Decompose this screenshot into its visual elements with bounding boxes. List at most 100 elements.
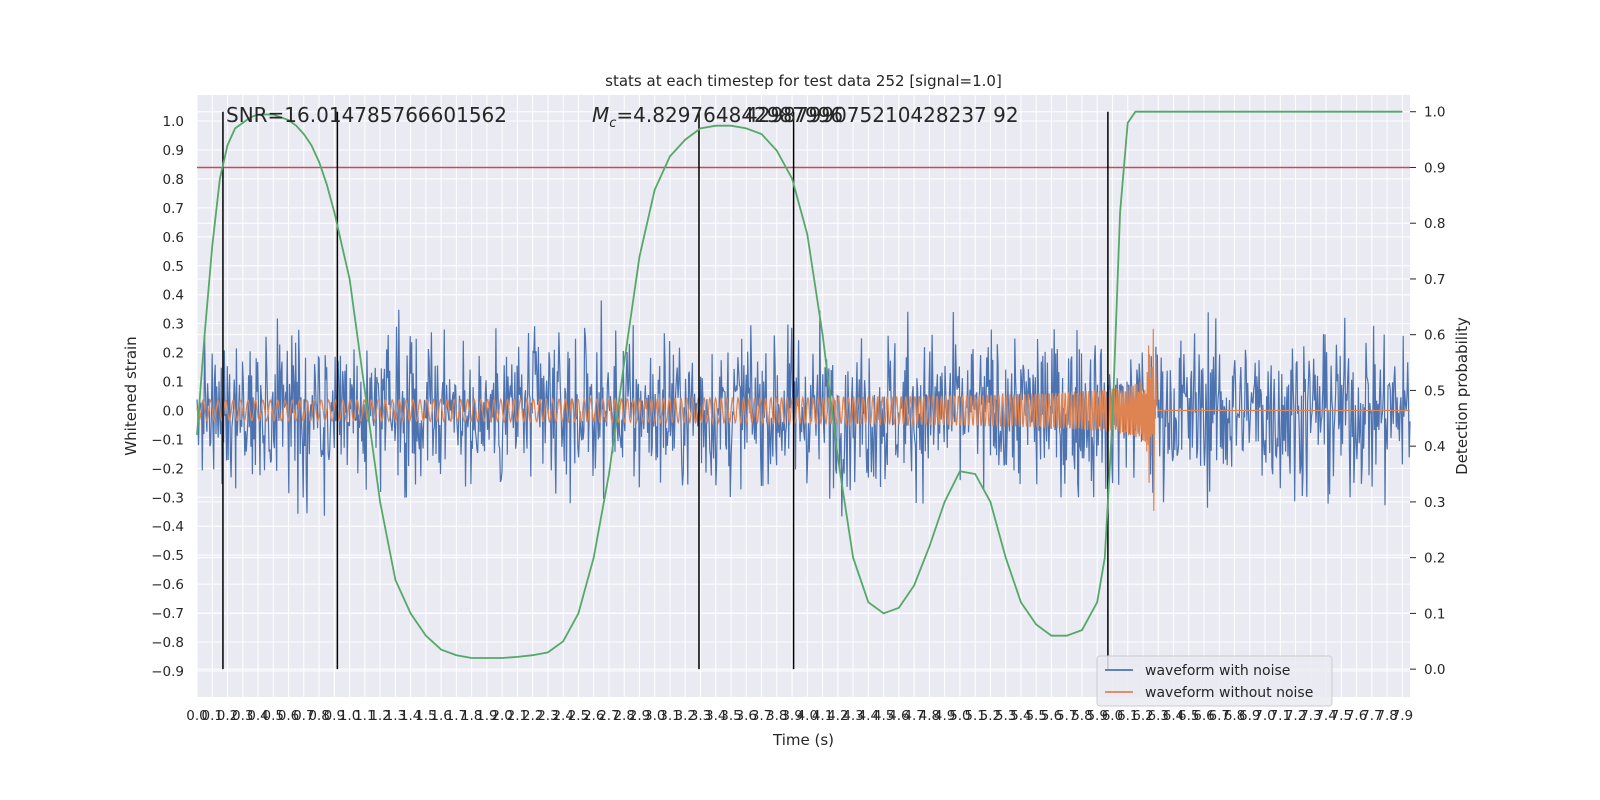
x-tick-label: 1.3 (385, 708, 406, 724)
x-tick-label: 1.6 (430, 708, 451, 724)
y2-tick-label: 0.9 (1424, 160, 1445, 176)
y2-tick-label: 0.8 (1424, 216, 1445, 232)
y-tick-label: 1.0 (163, 114, 184, 130)
x-tick-label: 0.8 (308, 708, 329, 724)
y2-tick-label: 0.4 (1424, 439, 1445, 455)
x-tick-labels: 0.00.10.20.30.40.50.60.70.80.91.01.11.21… (186, 708, 1413, 724)
y2-tick-label: 0.7 (1424, 272, 1445, 288)
x-tick-label: 3.9 (781, 708, 802, 724)
x-tick-label: 0.4 (247, 708, 268, 724)
x-tick-label: 2.5 (568, 708, 589, 724)
x-tick-label: 0.7 (293, 708, 314, 724)
y-tick-label: −0.8 (151, 635, 184, 651)
y-tick-label: −0.9 (151, 664, 184, 680)
x-tick-label: 5.5 (1025, 708, 1046, 724)
x-tick-label: 7.7 (1361, 708, 1382, 724)
x-tick-label: 4.7 (903, 708, 924, 724)
x-tick-label: 4.0 (797, 708, 818, 724)
x-tick-label: 3.7 (751, 708, 772, 724)
x-tick-label: 5.0 (949, 708, 970, 724)
y-tick-label: −0.5 (151, 548, 184, 564)
y2-tick-label: 0.1 (1424, 606, 1445, 622)
x-tick-label: 2.2 (522, 708, 543, 724)
y-tick-labels: −0.9 −0.8 −0.7 −0.6 −0.5 −0.4 −0.3 −0.2 −0.1 0.0 0… (151, 114, 184, 680)
x-tick-label: 0.2 (217, 708, 238, 724)
y-tick-label: 0.6 (163, 230, 184, 246)
x-tick-label: 6.9 (1239, 708, 1260, 724)
y-tick-label: −0.1 (151, 432, 184, 448)
y-tick-label: 0.3 (163, 317, 184, 333)
x-tick-label: 5.3 (995, 708, 1016, 724)
x-tick-label: 7.0 (1254, 708, 1275, 724)
x-tick-label: 5.9 (1086, 708, 1107, 724)
x-tick-label: 0.6 (278, 708, 299, 724)
x-tick-label: 1.0 (339, 708, 360, 724)
y-tick-label: −0.3 (151, 490, 184, 506)
chirp-trace (196, 328, 1410, 511)
y2-tick-label: 0.6 (1424, 328, 1445, 344)
x-tick-label: 4.5 (873, 708, 894, 724)
x-tick-label: 1.9 (476, 708, 497, 724)
x-tick-label: 0.0 (186, 708, 207, 724)
y-tick-label: 0.2 (163, 346, 184, 362)
x-tick-label: 1.1 (354, 708, 375, 724)
x-tick-label: 6.2 (1132, 708, 1153, 724)
chirp-mass-symbol: M (592, 103, 609, 127)
x-tick-label: 2.7 (598, 708, 619, 724)
x-tick-label: 6.8 (1224, 708, 1245, 724)
legend: waveform with noise waveform without noi… (1096, 655, 1333, 707)
y-tick-label: 0.0 (163, 403, 184, 419)
x-tick-label: 0.3 (232, 708, 253, 724)
x-tick-label: 5.6 (1041, 708, 1062, 724)
x-tick-label: 2.0 (491, 708, 512, 724)
y-tick-label: −0.7 (151, 606, 184, 622)
x-tick-label: 3.6 (736, 708, 757, 724)
x-tick-label: 4.9 (934, 708, 955, 724)
detection-probability-line (196, 110, 1403, 659)
chirp-mass-annotation: Mc=4.829764842987996 (592, 103, 843, 131)
chirp-mass-overlap-annotation: 4298799075210428237 92 (745, 103, 1019, 127)
x-tick-label: 2.4 (552, 708, 573, 724)
x-tick-label: 2.1 (507, 708, 528, 724)
legend-box (1096, 655, 1333, 707)
x-tick-label: 5.1 (964, 708, 985, 724)
chirp-mass-value: =4.829764842987996 (616, 103, 843, 127)
series-waveform-without-noise (196, 328, 1410, 511)
x-tick-label: 6.6 (1193, 708, 1214, 724)
x-tick-label: 7.4 (1315, 708, 1336, 724)
x-tick-label: 0.5 (263, 708, 284, 724)
x-tick-label: 7.3 (1300, 708, 1321, 724)
x-tick-label: 1.8 (461, 708, 482, 724)
x-tick-label: 6.4 (1163, 708, 1184, 724)
y-tick-label: 0.5 (163, 259, 184, 275)
y-tick-label: 0.9 (163, 143, 184, 159)
y2-tick-label: 0.2 (1424, 551, 1445, 567)
x-tick-label: 3.0 (644, 708, 665, 724)
x-tick-label: 7.8 (1376, 708, 1397, 724)
x-tick-label: 4.6 (888, 708, 909, 724)
x-tick-label: 3.8 (766, 708, 787, 724)
x-tick-label: 2.9 (629, 708, 650, 724)
x-tick-label: 4.8 (919, 708, 940, 724)
y-tick-label: −0.4 (151, 519, 184, 535)
y-tick-label: −0.6 (151, 577, 184, 593)
x-tick-label: 4.3 (842, 708, 863, 724)
x-tick-label: 7.9 (1392, 708, 1413, 724)
x-tick-label: 1.4 (400, 708, 421, 724)
x-tick-label: 3.1 (659, 708, 680, 724)
x-axis-label: Time (s) (772, 731, 834, 749)
x-tick-label: 7.1 (1270, 708, 1291, 724)
y2-tick-label: 1.0 (1424, 105, 1445, 121)
y-tick-label: 0.4 (163, 288, 184, 304)
x-tick-label: 5.4 (1010, 708, 1031, 724)
x-tick-label: 7.6 (1346, 708, 1367, 724)
y2-tick-label: 0.0 (1424, 662, 1445, 678)
x-tick-label: 6.1 (1117, 708, 1138, 724)
x-tick-label: 6.7 (1209, 708, 1230, 724)
x-tick-label: 5.8 (1071, 708, 1092, 724)
x-tick-label: 1.7 (446, 708, 467, 724)
event-vertical-lines (222, 111, 1109, 670)
y2-axis-label: Detection probability (1453, 317, 1471, 475)
x-tick-label: 3.4 (705, 708, 726, 724)
